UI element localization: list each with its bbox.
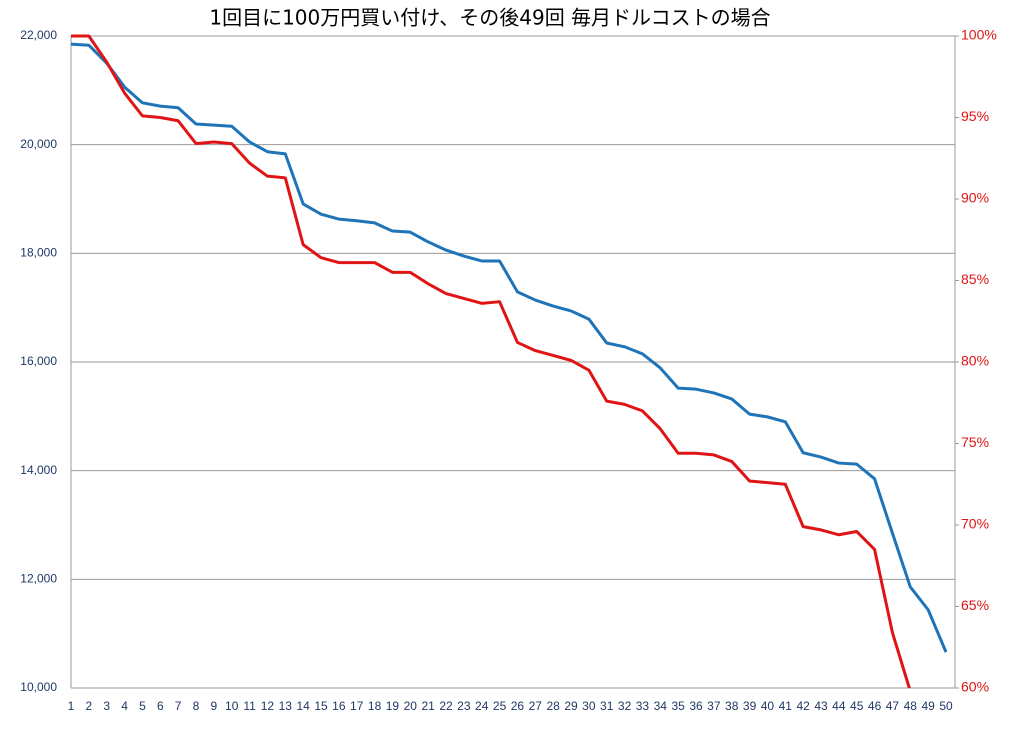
x-tick-label: 47 xyxy=(886,699,900,713)
x-tick-label: 11 xyxy=(243,699,256,713)
y2-tick-label: 80% xyxy=(961,353,989,369)
x-tick-label: 45 xyxy=(850,699,864,713)
x-tick-label: 5 xyxy=(139,699,146,713)
x-tick-label: 44 xyxy=(832,699,846,713)
x-tick-label: 33 xyxy=(636,699,650,713)
y2-tick-label: 75% xyxy=(961,434,989,450)
x-tick-label: 16 xyxy=(332,699,346,713)
x-tick-label: 26 xyxy=(511,699,525,713)
x-tick-label: 36 xyxy=(689,699,703,713)
x-tick-label: 19 xyxy=(386,699,400,713)
y2-tick-label: 95% xyxy=(961,108,989,124)
x-tick-label: 38 xyxy=(725,699,739,713)
x-tick-label: 43 xyxy=(814,699,828,713)
y-tick-label: 12,000 xyxy=(20,572,57,586)
x-tick-label: 30 xyxy=(582,699,596,713)
x-tick-label: 23 xyxy=(457,699,471,713)
x-tick-label: 3 xyxy=(103,699,110,713)
x-tick-label: 15 xyxy=(314,699,328,713)
x-tick-label: 39 xyxy=(743,699,757,713)
x-tick-label: 46 xyxy=(868,699,882,713)
x-tick-label: 32 xyxy=(618,699,632,713)
x-tick-label: 41 xyxy=(779,699,793,713)
chart-title: 1回目に100万円買い付け、その後49回 毎月ドルコストの場合 xyxy=(209,6,770,30)
y2-tick-label: 100% xyxy=(961,27,997,43)
x-tick-label: 49 xyxy=(921,699,935,713)
x-tick-label: 31 xyxy=(600,699,614,713)
x-tick-label: 50 xyxy=(939,699,953,713)
y-tick-label: 18,000 xyxy=(20,246,57,260)
x-tick-label: 18 xyxy=(368,699,382,713)
x-tick-label: 17 xyxy=(350,699,364,713)
x-tick-label: 9 xyxy=(211,699,218,713)
x-tick-label: 27 xyxy=(529,699,543,713)
x-tick-label: 24 xyxy=(475,699,489,713)
x-tick-label: 7 xyxy=(175,699,182,713)
y-tick-label: 14,000 xyxy=(20,463,57,477)
y-tick-label: 16,000 xyxy=(20,354,57,368)
data-line xyxy=(71,42,948,653)
x-tick-label: 25 xyxy=(493,699,507,713)
x-tick-label: 22 xyxy=(439,699,453,713)
x-tick-label: 4 xyxy=(121,699,128,713)
x-tick-label: 13 xyxy=(279,699,293,713)
x-tick-label: 12 xyxy=(261,699,275,713)
x-tick-label: 10 xyxy=(225,699,239,713)
y2-tick-label: 65% xyxy=(961,597,989,613)
x-tick-label: 37 xyxy=(707,699,721,713)
x-tick-label: 2 xyxy=(86,699,93,713)
x-tick-label: 40 xyxy=(761,699,775,713)
x-tick-label: 42 xyxy=(796,699,810,713)
x-tick-label: 14 xyxy=(296,699,310,713)
x-tick-label: 21 xyxy=(421,699,435,713)
x-tick-label: 29 xyxy=(564,699,578,713)
x-tick-label: 1 xyxy=(68,699,75,713)
y2-tick-label: 90% xyxy=(961,190,989,206)
y-tick-label: 20,000 xyxy=(20,137,57,151)
x-tick-label: 28 xyxy=(546,699,560,713)
x-tick-label: 20 xyxy=(404,699,418,713)
y2-tick-label: 70% xyxy=(961,516,989,532)
y2-tick-label: 60% xyxy=(961,679,989,695)
x-tick-label: 6 xyxy=(157,699,164,713)
y2-tick-label: 85% xyxy=(961,271,989,287)
y-tick-label: 22,000 xyxy=(20,28,57,42)
data-line xyxy=(71,34,911,688)
x-tick-label: 34 xyxy=(654,699,668,713)
x-tick-label: 48 xyxy=(904,699,918,713)
x-tick-label: 35 xyxy=(671,699,685,713)
y-tick-label: 10,000 xyxy=(20,680,57,694)
x-tick-label: 8 xyxy=(193,699,200,713)
